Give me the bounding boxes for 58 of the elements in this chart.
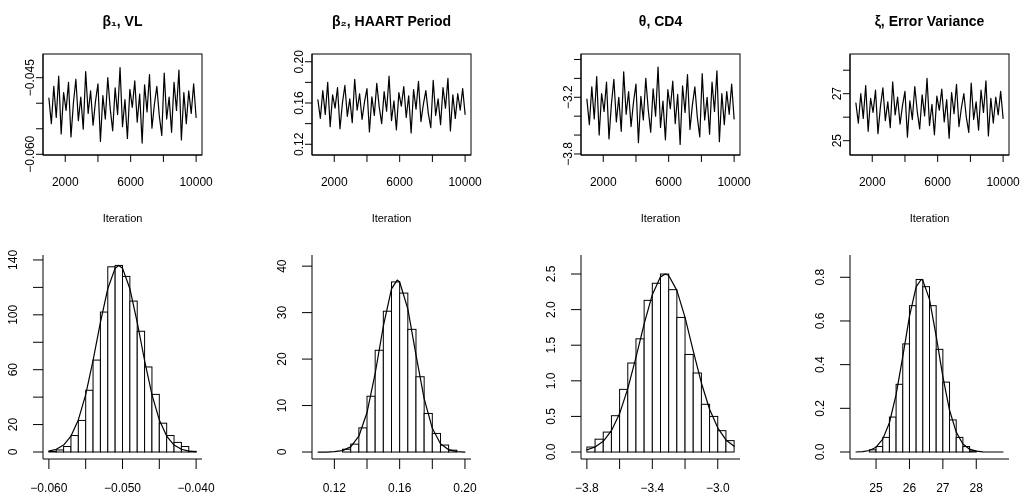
y-tick-label: 0.2 bbox=[813, 399, 827, 417]
y-tick-label: 40 bbox=[275, 259, 289, 273]
y-tick-label: 0.0 bbox=[544, 443, 558, 461]
y-tick-label: 0.5 bbox=[544, 407, 558, 425]
x-tick-label: −3.8 bbox=[575, 481, 600, 495]
x-tick-label: 0.20 bbox=[453, 481, 477, 495]
y-tick-label: 30 bbox=[275, 305, 289, 320]
y-tick-label: 0 bbox=[275, 448, 289, 456]
x-axis-title: Iteration bbox=[909, 212, 950, 224]
y-tick-label: −3.2 bbox=[561, 85, 575, 110]
x-tick-label: 10000 bbox=[179, 175, 214, 189]
y-tick-label: −0.045 bbox=[23, 58, 37, 97]
y-tick-label: 20 bbox=[275, 352, 289, 366]
x-tick-label: 10000 bbox=[717, 175, 752, 189]
chart-title: β₂, HAART Period bbox=[332, 13, 451, 29]
y-tick-label: 0.16 bbox=[292, 91, 306, 115]
chart-title: θ, CD4 bbox=[638, 13, 683, 29]
y-tick-label: 0.0 bbox=[813, 443, 827, 461]
x-tick-label: 6000 bbox=[117, 175, 145, 189]
x-tick-label: 10000 bbox=[986, 175, 1021, 189]
y-tick-label: 60 bbox=[6, 362, 20, 377]
y-tick-label: 0.12 bbox=[292, 132, 306, 156]
y-tick-label: 10 bbox=[275, 398, 289, 413]
y-tick-label: 1.5 bbox=[544, 336, 558, 354]
y-tick-label: 0 bbox=[6, 448, 20, 456]
chart-title: β₁, VL bbox=[102, 13, 143, 29]
x-tick-label: 2000 bbox=[858, 175, 886, 189]
y-tick-label: 2.5 bbox=[544, 265, 558, 283]
x-tick-label: 28 bbox=[969, 481, 984, 495]
x-tick-label: 0.12 bbox=[322, 481, 347, 495]
y-tick-label: 0.4 bbox=[813, 355, 827, 373]
x-tick-label: 6000 bbox=[386, 175, 414, 189]
y-tick-label: 2.0 bbox=[544, 300, 558, 318]
x-tick-label: 27 bbox=[936, 481, 950, 495]
x-tick-label: 2000 bbox=[320, 175, 348, 189]
x-axis-title: Iteration bbox=[371, 212, 412, 224]
x-tick-label: 2000 bbox=[51, 175, 79, 189]
y-tick-label: 20 bbox=[6, 417, 20, 432]
y-tick-label: 0.6 bbox=[813, 312, 827, 330]
chart-title: ξ, Error Variance bbox=[874, 13, 985, 29]
x-tick-label: 0.16 bbox=[387, 481, 412, 495]
y-tick-label: 0.8 bbox=[813, 268, 827, 286]
x-tick-label: 6000 bbox=[655, 175, 683, 189]
x-tick-label: 6000 bbox=[924, 175, 952, 189]
x-tick-label: 10000 bbox=[448, 175, 483, 189]
x-axis-title: Iteration bbox=[640, 212, 681, 224]
x-tick-label: 26 bbox=[902, 481, 917, 495]
x-tick-label: −0.050 bbox=[103, 481, 142, 495]
y-tick-label: 0.20 bbox=[292, 49, 306, 74]
x-tick-label: −3.0 bbox=[705, 481, 730, 495]
y-tick-label: 140 bbox=[6, 249, 20, 270]
x-tick-label: 25 bbox=[869, 481, 884, 495]
y-tick-label: 100 bbox=[6, 304, 20, 325]
x-tick-label: 2000 bbox=[589, 175, 617, 189]
x-axis-title: Iteration bbox=[102, 212, 143, 224]
y-tick-label: 1.0 bbox=[544, 372, 558, 390]
x-tick-label: −0.040 bbox=[177, 481, 215, 495]
x-tick-label: −3.4 bbox=[640, 481, 665, 495]
